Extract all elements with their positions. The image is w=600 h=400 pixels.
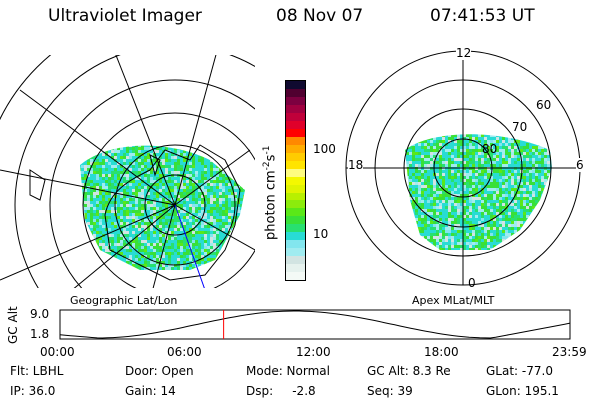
dsp-status: Dsp: -2.8 [246, 384, 316, 398]
mlat-70-label: 70 [512, 120, 528, 134]
filter-status: Flt: LBHL [10, 364, 64, 378]
mlat-60-label: 60 [536, 98, 552, 112]
mlt-18-label: 18 [348, 158, 364, 172]
ip-status: IP: 36.0 [10, 384, 56, 398]
glat-status: GLat: -77.0 [486, 364, 553, 378]
colorbar-swatch [286, 240, 305, 249]
colorbar-swatch [286, 200, 305, 209]
alt-xtick-1: 06:00 [167, 345, 202, 359]
colorbar-swatch [286, 184, 305, 193]
right-map-label: Apex MLat/MLT [412, 294, 495, 307]
alt-xtick-3: 18:00 [424, 345, 459, 359]
mlt-6-label: 6 [576, 158, 584, 172]
colorbar-swatch [286, 97, 305, 106]
colorbar-swatch [286, 232, 305, 241]
alt-xtick-4: 23:59 [552, 345, 587, 359]
colorbar-swatch [286, 192, 305, 201]
colorbar-tick-100: 100 [313, 142, 336, 156]
date-label: 08 Nov 07 [276, 6, 364, 26]
geographic-map [0, 55, 255, 288]
colorbar-swatch [286, 224, 305, 233]
colorbar-swatch [286, 120, 305, 129]
colorbar-swatch [286, 105, 305, 113]
noon-meridian-line [174, 204, 205, 288]
colorbar-swatch [286, 256, 305, 265]
alt-xtick-0: 00:00 [40, 345, 75, 359]
mlt-12-label: 12 [456, 46, 472, 60]
colorbar-swatch [286, 272, 305, 280]
colorbar-swatch [286, 136, 305, 145]
gain-status: Gain: 14 [125, 384, 176, 398]
colorbar-swatch [286, 112, 305, 121]
colorbar-swatch [286, 128, 305, 137]
left-map-label: Geographic Lat/Lon [70, 294, 178, 307]
mode-status: Mode: Normal [246, 364, 330, 378]
seq-status: Seq: 39 [367, 384, 413, 398]
glon-status: GLon: 195.1 [486, 384, 559, 398]
colorbar-swatch [286, 152, 305, 161]
colorbar-swatch [286, 216, 305, 225]
door-status: Door: Open [125, 364, 194, 378]
alt-xtick-2: 12:00 [296, 345, 331, 359]
colorbar-tick-10: 10 [313, 227, 329, 241]
colorbar-swatch [286, 89, 305, 98]
altitude-curve [59, 310, 571, 339]
colorbar-swatch [286, 264, 305, 273]
mlat-80-label: 80 [482, 142, 498, 156]
colorbar-swatch [286, 168, 305, 177]
colorbar [285, 80, 306, 281]
colorbar-swatch [286, 160, 305, 169]
colorbar-swatch [286, 81, 305, 90]
colorbar-swatch [286, 176, 305, 185]
gc-alt-status: GC Alt: 8.3 Re [367, 364, 451, 378]
colorbar-swatch [286, 248, 305, 257]
instrument-title: Ultraviolet Imager [48, 6, 202, 26]
colorbar-swatch [286, 208, 305, 217]
colorbar-swatch [286, 144, 305, 153]
mlt-0-label: 0 [468, 276, 476, 290]
alt-ytick-low: 1.8 [30, 327, 50, 341]
alt-ytick-high: 9.0 [30, 307, 50, 321]
time-label: 07:41:53 UT [430, 6, 535, 26]
